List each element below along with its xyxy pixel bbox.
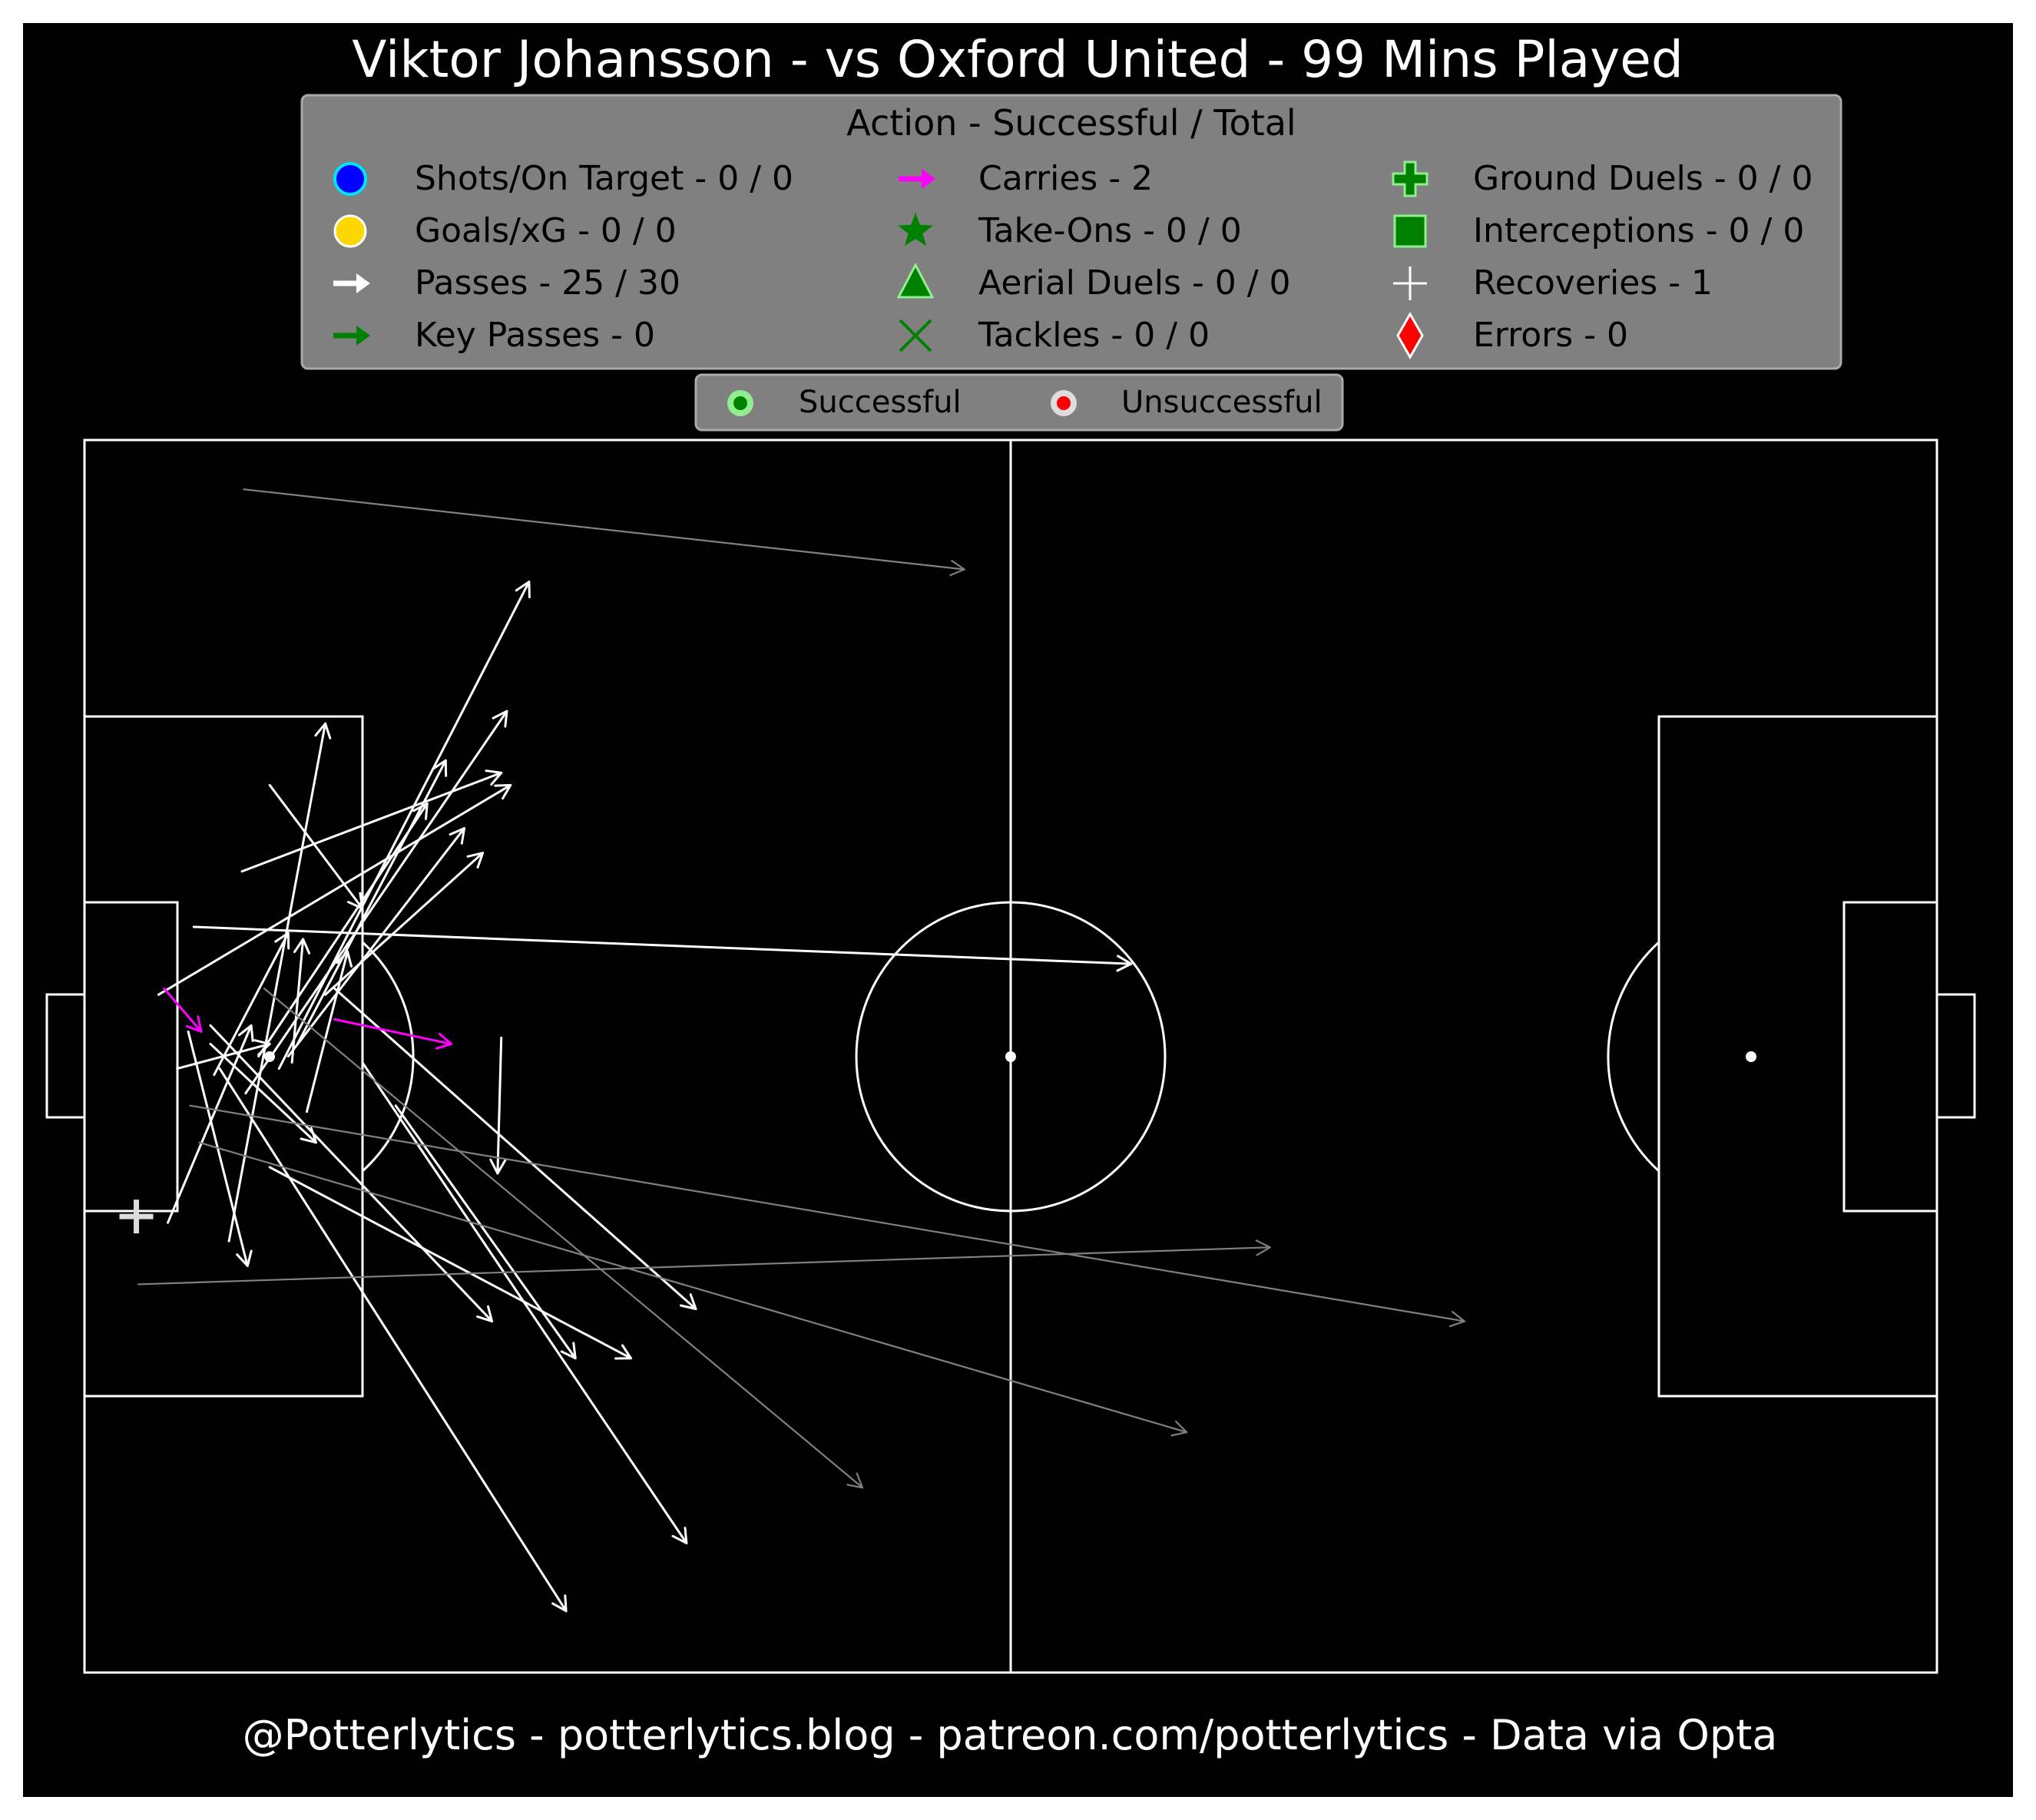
pass-arrow-successful — [167, 1024, 254, 1224]
pass-arrow-successful — [213, 932, 290, 1077]
action-legend-box — [300, 94, 1842, 370]
pass-arrow-unsuccessful — [137, 1239, 1271, 1286]
legend-label: Interceptions - 0 / 0 — [1473, 211, 1804, 250]
green-square-icon — [1393, 214, 1427, 248]
legend-label: Tackles - 0 / 0 — [978, 316, 1210, 355]
pass-arrow-unsuccessful — [263, 988, 864, 1489]
pass-arrow-successful — [157, 783, 512, 996]
pass-arrow-successful — [489, 1036, 507, 1175]
carry-arrow — [163, 987, 203, 1033]
chart-title: Viktor Johansson - vs Oxford United - 99… — [352, 30, 1683, 89]
right-goal — [1935, 993, 1976, 1119]
outcome-legend: Successful Unsuccessful — [694, 373, 1344, 432]
pass-arrow-successful — [227, 722, 332, 1243]
carry-arrow — [333, 1018, 453, 1050]
right-penalty-spot — [1746, 1051, 1756, 1062]
green-dot-icon-core — [733, 396, 747, 410]
pass-arrow-successful — [290, 938, 311, 1064]
pass-arrow-successful — [244, 710, 508, 1095]
white-arrow-icon — [333, 273, 370, 293]
action-legend-title: Action - Successful / Total — [846, 102, 1296, 144]
pass-arrow-successful — [277, 581, 531, 1070]
pass-arrow-successful — [209, 1024, 494, 1323]
pass-arrow-successful — [286, 827, 465, 1057]
gold-circle-icon — [333, 214, 367, 248]
pass-arrow-unsuccessful — [189, 1104, 1466, 1328]
pass-arrow-successful — [257, 802, 429, 1057]
green-star-icon — [898, 213, 933, 247]
legend-label: Passes - 25 / 30 — [415, 263, 680, 303]
outcome-successful-label: Successful — [799, 385, 962, 420]
pass-arrow-successful — [394, 1104, 577, 1360]
legend-label: Aerial Duels - 0 / 0 — [978, 263, 1291, 303]
legend-label: Goals/xG - 0 / 0 — [415, 211, 677, 250]
centre-circle — [855, 901, 1167, 1213]
pass-arrow-successful — [192, 925, 1133, 972]
pass-arrow-successful — [324, 852, 485, 996]
event-marks — [119, 488, 1466, 1613]
pass-arrow-successful — [268, 1166, 633, 1360]
pass-arrow-successful — [333, 987, 697, 1311]
red-diamond-icon — [1396, 311, 1424, 360]
legend-label: Recoveries - 1 — [1473, 263, 1713, 303]
outcome-unsuccessful-label: Unsuccessful — [1121, 385, 1323, 420]
pass-arrow-successful — [240, 769, 503, 873]
action-legend-items: Shots/On Target - 0 / 0 Goals/xG - 0 / 0 P… — [333, 159, 1813, 360]
legend-label: Shots/On Target - 0 / 0 — [415, 159, 793, 198]
outcome-legend-box — [694, 373, 1344, 432]
white-plus-icon — [1393, 266, 1427, 300]
legend-label: Carries - 2 — [978, 159, 1153, 198]
green-arrow-icon — [333, 326, 370, 346]
blue-circle-icon — [333, 162, 367, 196]
pass-arrow-successful — [305, 950, 353, 1114]
pass-arrow-unsuccessful — [198, 1141, 1188, 1437]
green-x-icon — [899, 319, 932, 352]
left-penalty-arc — [361, 941, 415, 1173]
green-plus-icon — [1392, 160, 1429, 197]
action-legend: Action - Successful / Total Shots/On Tar… — [300, 94, 1842, 370]
legend-label: Key Passes - 0 — [415, 316, 655, 355]
pass-arrow-successful — [268, 783, 364, 910]
left-goal — [45, 993, 86, 1119]
green-triangle-icon — [896, 262, 935, 299]
chart-footer: @Potterlytics - potterlytics.blog - patr… — [243, 1711, 1778, 1759]
legend-label: Errors - 0 — [1473, 316, 1628, 355]
pass-arrow-successful — [361, 1061, 688, 1544]
magenta-arrow-icon — [899, 169, 935, 189]
pass-arrow-successful — [218, 1067, 568, 1613]
centre-spot — [1005, 1051, 1016, 1062]
recovery-marker — [119, 1200, 154, 1234]
red-dot-icon-core — [1057, 396, 1071, 410]
right-penalty-arc — [1607, 941, 1660, 1173]
legend-label: Ground Duels - 0 / 0 — [1473, 159, 1813, 198]
pass-arrow-unsuccessful — [243, 488, 965, 577]
legend-label: Take-Ons - 0 / 0 — [978, 211, 1242, 250]
